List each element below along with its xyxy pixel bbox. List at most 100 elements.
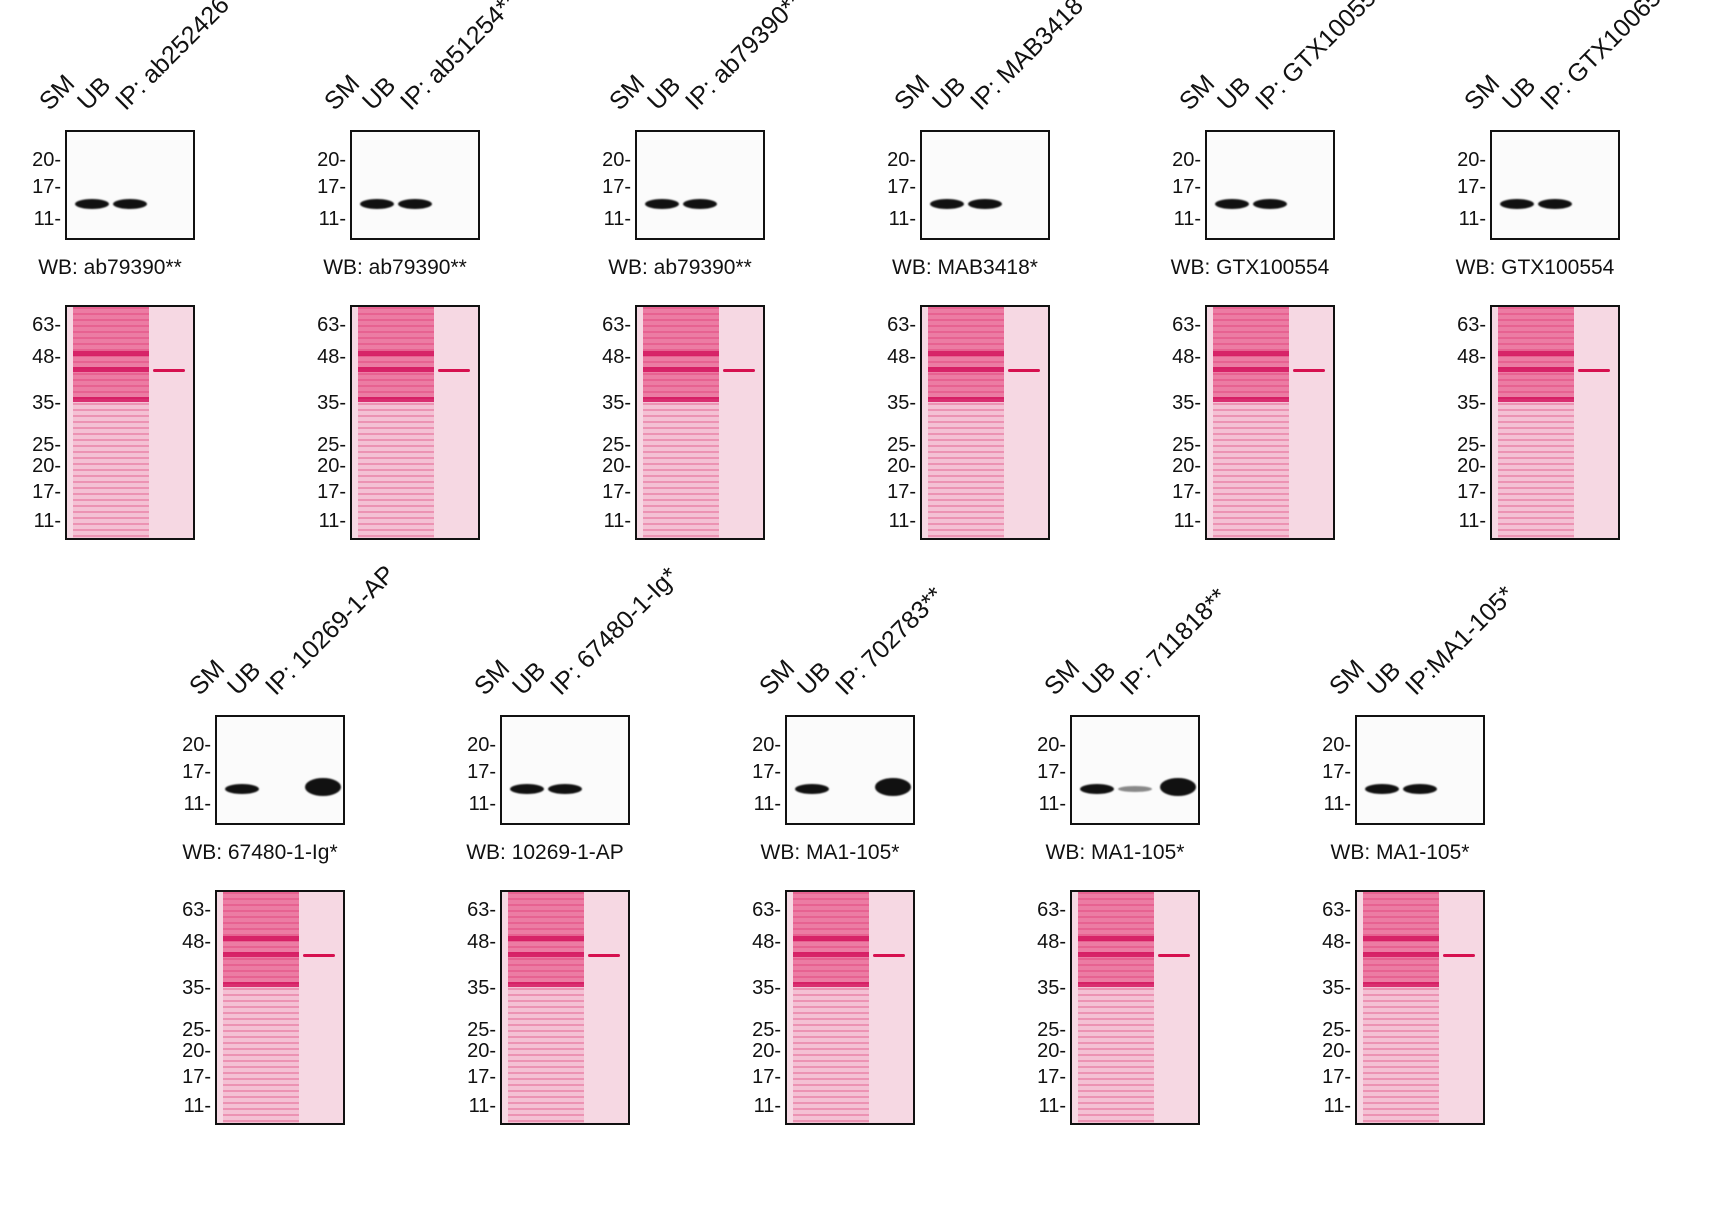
wb-marker-label: 20- [1172,149,1201,171]
wb-band [1538,199,1572,209]
wb-band [398,199,432,209]
ip-lane-band [1293,369,1325,372]
blot-panel: SM UB IP: 10269-1-AP 20- 17- 11- WB: 67480-1-I… [155,560,425,1180]
wb-marker-label: 11- [753,793,781,815]
ponceau-stain [65,305,195,540]
stain-band [508,936,546,941]
lane-label: IP: GTX100554 [1249,0,1392,116]
stain-band [1213,367,1251,372]
wb-band [645,199,679,209]
wb-blot [350,130,480,240]
stain-marker-label: 63- [32,314,61,336]
wb-marker-label: 17- [1322,761,1351,783]
wb-band [968,199,1002,209]
wb-band [1500,199,1534,209]
stain-marker-label: 48- [1172,346,1201,368]
stain-band [261,982,299,987]
wb-antibody-label: WB: MA1-105* [760,841,900,864]
stain-band [1536,351,1574,356]
stain-marker-label: 11- [1038,1095,1066,1117]
lane-label: UB [1211,71,1257,116]
stain-band [1498,351,1536,356]
lane-label: IP: MAB3418* [964,0,1096,116]
lane-label: UB [791,656,837,701]
stain-band [1251,367,1289,372]
stain-band [546,952,584,957]
lane-label: UB [71,71,117,116]
lane-label: IP: ab51254** [394,0,524,116]
lane-label: SM [603,69,651,116]
wb-blot [1490,130,1620,240]
ip-lane-band [1008,369,1040,372]
wb-band [305,778,341,796]
stain-lane [966,307,1004,538]
stain-lane [396,307,434,538]
stain-band [793,982,831,987]
stain-band [223,936,261,941]
stain-band [643,397,681,402]
wb-marker-label: 17- [32,176,61,198]
wb-blot [920,130,1050,240]
stain-marker-label: 63- [1172,314,1201,336]
wb-marker-label: 11- [1323,793,1351,815]
stain-band [1251,397,1289,402]
stain-band [261,936,299,941]
stain-marker-label: 48- [887,346,916,368]
stain-band [1116,936,1154,941]
stain-marker-label: 63- [467,899,496,921]
stain-lane [111,307,149,538]
lane-label: UB [1076,656,1122,701]
stain-band [928,397,966,402]
stain-band [111,397,149,402]
lane-label: UB [221,656,267,701]
stain-band [546,936,584,941]
stain-marker-label: 17- [467,1066,496,1088]
stain-band [1213,397,1251,402]
stain-band [1536,397,1574,402]
ponceau-stain [1205,305,1335,540]
stain-marker-label: 11- [603,510,631,532]
stain-band [546,982,584,987]
stain-lane [1251,307,1289,538]
stain-band [831,936,869,941]
wb-marker-label: 20- [32,149,61,171]
wb-marker-label: 20- [182,734,211,756]
stain-lane [1536,307,1574,538]
wb-blot [1355,715,1485,825]
stain-marker-label: 17- [1037,1066,1066,1088]
stain-marker-label: 63- [752,899,781,921]
ponceau-stain [920,305,1050,540]
wb-marker-label: 20- [887,149,916,171]
wb-marker-label: 17- [467,761,496,783]
stain-marker-label: 20- [1457,455,1486,477]
stain-marker-label: 25- [602,434,631,456]
stain-band [966,367,1004,372]
stain-marker-label: 25- [317,434,346,456]
stain-band [966,351,1004,356]
stain-band [681,397,719,402]
stain-band [223,952,261,957]
wb-band [1118,786,1152,792]
stain-lane [1116,892,1154,1123]
lane-label: UB [1496,71,1542,116]
stain-lane [546,892,584,1123]
wb-antibody-label: WB: MA1-105* [1330,841,1470,864]
stain-marker-label: 11- [1173,510,1201,532]
stain-band [643,351,681,356]
blot-panel: SM UB IP: ab79390** 20- 17- 11- WB: ab79390** 6… [575,0,845,595]
stain-marker-label: 35- [1457,392,1486,414]
stain-lane [358,307,396,538]
stain-band [223,982,261,987]
stain-marker-label: 63- [1037,899,1066,921]
wb-marker-label: 17- [887,176,916,198]
wb-antibody-label: WB: ab79390** [38,256,182,279]
stain-marker-label: 48- [602,346,631,368]
stain-band [508,982,546,987]
wb-marker-label: 20- [752,734,781,756]
stain-band [966,397,1004,402]
wb-blot [500,715,630,825]
stain-band [793,936,831,941]
ponceau-stain [500,890,630,1125]
stain-marker-label: 17- [182,1066,211,1088]
stain-marker-label: 11- [1458,510,1486,532]
